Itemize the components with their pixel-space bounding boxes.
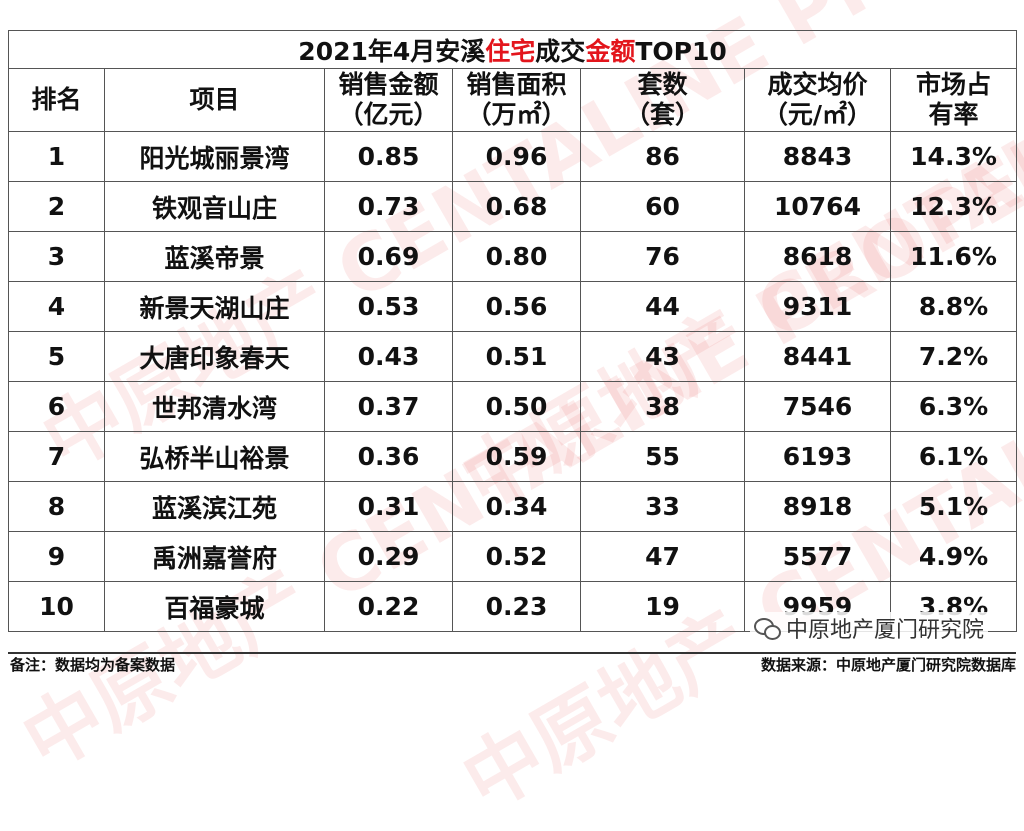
cell-units: 76 — [580, 231, 745, 282]
cell-rank: 8 — [8, 481, 105, 532]
column-header-share: 市场占 有率 — [889, 68, 1018, 132]
cell-project: 世邦清水湾 — [104, 381, 325, 432]
cell-share: 6.3% — [889, 381, 1018, 432]
column-header-rank: 排名 — [8, 68, 105, 132]
cell-rank: 7 — [8, 431, 105, 482]
cell-rank: 9 — [8, 531, 105, 582]
cell-price: 5577 — [744, 531, 891, 582]
brand-watermark: 中原地产厦门研究院 — [749, 612, 988, 644]
table-row: 7 弘桥半山裕景 0.36 0.59 55 6193 6.1% — [8, 431, 1018, 482]
cell-share: 12.3% — [889, 181, 1018, 232]
table-row: 3 蓝溪帝景 0.69 0.80 76 8618 11.6% — [8, 231, 1018, 282]
wechat-icon — [753, 617, 781, 640]
cell-units: 43 — [580, 331, 745, 382]
cell-rank: 4 — [8, 281, 105, 332]
cell-amount: 0.73 — [324, 181, 453, 232]
table-row: 8 蓝溪滨江苑 0.31 0.34 33 8918 5.1% — [8, 481, 1018, 532]
footer-divider — [8, 652, 1016, 654]
cell-project: 大唐印象春天 — [104, 331, 325, 382]
cell-amount: 0.53 — [324, 281, 453, 332]
cell-share: 6.1% — [889, 431, 1018, 482]
table-row: 9 禹洲嘉誉府 0.29 0.52 47 5577 4.9% — [8, 531, 1018, 582]
cell-rank: 10 — [8, 581, 105, 632]
cell-project: 阳光城丽景湾 — [104, 131, 325, 182]
cell-project: 蓝溪帝景 — [104, 231, 325, 282]
cell-price: 8843 — [744, 131, 891, 182]
cell-units: 55 — [580, 431, 745, 482]
column-header-area: 销售面积 （万㎡） — [452, 68, 581, 132]
footer-source: 数据来源：中原地产厦门研究院数据库 — [760, 656, 1016, 674]
cell-area: 0.59 — [452, 431, 581, 482]
cell-project: 弘桥半山裕景 — [104, 431, 325, 482]
cell-share: 11.6% — [889, 231, 1018, 282]
table-row: 2 铁观音山庄 0.73 0.68 60 10764 12.3% — [8, 181, 1018, 232]
cell-rank: 1 — [8, 131, 105, 182]
cell-share: 5.1% — [889, 481, 1018, 532]
column-header-units: 套数 （套） — [580, 68, 745, 132]
cell-rank: 3 — [8, 231, 105, 282]
footer-note: 备注：数据均为备案数据 — [10, 656, 176, 674]
column-header-price: 成交均价 （元/㎡） — [744, 68, 891, 132]
table-row: 5 大唐印象春天 0.43 0.51 43 8441 7.2% — [8, 331, 1018, 382]
cell-units: 60 — [580, 181, 745, 232]
cell-project: 百福豪城 — [104, 581, 325, 632]
ranking-table-wrapper: 2021年4月安溪住宅成交金额TOP10 排名 项目 销售金额 （亿元） 销售面积… — [7, 30, 1018, 632]
cell-share: 4.9% — [889, 531, 1018, 582]
cell-area: 0.34 — [452, 481, 581, 532]
cell-amount: 0.69 — [324, 231, 453, 282]
cell-amount: 0.43 — [324, 331, 453, 382]
cell-units: 38 — [580, 381, 745, 432]
cell-units: 44 — [580, 281, 745, 332]
cell-price: 8618 — [744, 231, 891, 282]
table-header-row: 排名 项目 销售金额 （亿元） 销售面积 （万㎡） 套数 （套） 成交均价 （元/㎡） … — [8, 68, 1018, 132]
cell-project: 禹洲嘉誉府 — [104, 531, 325, 582]
cell-area: 0.23 — [452, 581, 581, 632]
cell-rank: 5 — [8, 331, 105, 382]
cell-area: 0.51 — [452, 331, 581, 382]
cell-amount: 0.22 — [324, 581, 453, 632]
cell-amount: 0.31 — [324, 481, 453, 532]
table-row: 6 世邦清水湾 0.37 0.50 38 7546 6.3% — [8, 381, 1018, 432]
column-header-project: 项目 — [104, 68, 325, 132]
cell-share: 14.3% — [889, 131, 1018, 182]
cell-price: 8441 — [744, 331, 891, 382]
cell-area: 0.80 — [452, 231, 581, 282]
column-header-amount: 销售金额 （亿元） — [324, 68, 453, 132]
brand-label: 中原地产厦门研究院 — [785, 618, 984, 643]
cell-share: 7.2% — [889, 331, 1018, 382]
cell-rank: 6 — [8, 381, 105, 432]
cell-units: 86 — [580, 131, 745, 182]
cell-project: 铁观音山庄 — [104, 181, 325, 232]
cell-units: 47 — [580, 531, 745, 582]
table-row: 4 新景天湖山庄 0.53 0.56 44 9311 8.8% — [8, 281, 1018, 332]
cell-price: 7546 — [744, 381, 891, 432]
cell-amount: 0.29 — [324, 531, 453, 582]
cell-amount: 0.36 — [324, 431, 453, 482]
cell-amount: 0.37 — [324, 381, 453, 432]
table-row: 1 阳光城丽景湾 0.85 0.96 86 8843 14.3% — [8, 131, 1018, 182]
table-body: 1 阳光城丽景湾 0.85 0.96 86 8843 14.3% 2 铁观音山庄 0.73 0.68… — [8, 131, 1018, 632]
cell-area: 0.68 — [452, 181, 581, 232]
cell-project: 蓝溪滨江苑 — [104, 481, 325, 532]
cell-area: 0.56 — [452, 281, 581, 332]
table-title: 2021年4月安溪住宅成交金额TOP10 — [7, 30, 1018, 69]
cell-price: 9311 — [744, 281, 891, 332]
cell-units: 19 — [580, 581, 745, 632]
cell-amount: 0.85 — [324, 131, 453, 182]
cell-area: 0.50 — [452, 381, 581, 432]
cell-area: 0.52 — [452, 531, 581, 582]
cell-price: 8918 — [744, 481, 891, 532]
cell-price: 10764 — [744, 181, 891, 232]
cell-area: 0.96 — [452, 131, 581, 182]
cell-price: 6193 — [744, 431, 891, 482]
ranking-table: 2021年4月安溪住宅成交金额TOP10 排名 项目 销售金额 （亿元） 销售面积… — [7, 30, 1018, 632]
cell-units: 33 — [580, 481, 745, 532]
cell-share: 8.8% — [889, 281, 1018, 332]
cell-project: 新景天湖山庄 — [104, 281, 325, 332]
cell-rank: 2 — [8, 181, 105, 232]
